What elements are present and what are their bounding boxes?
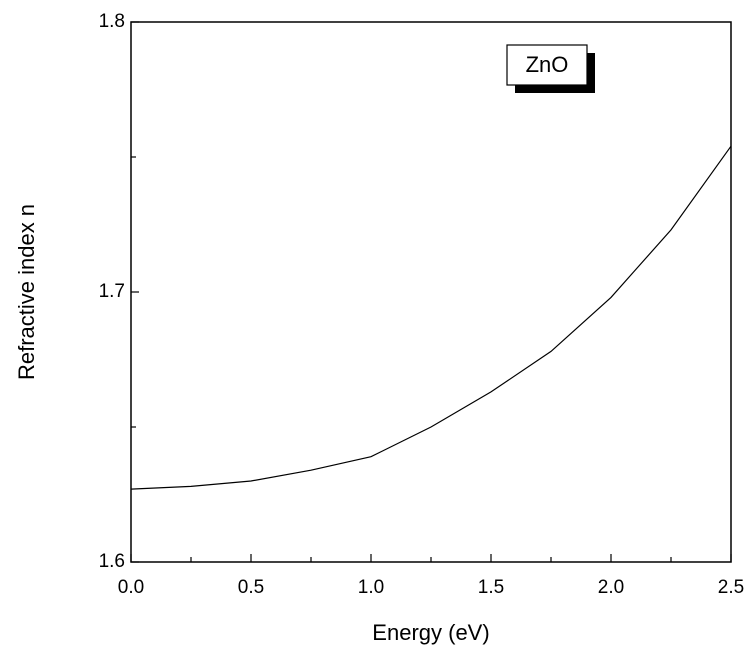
y-tick-label: 1.7	[99, 281, 125, 302]
x-axis-label: Energy (eV)	[372, 620, 489, 645]
x-tick-label: 1.0	[358, 577, 384, 598]
data-line	[130, 145, 732, 490]
x-tick-label: 2.0	[598, 577, 624, 598]
y-axis-label: Refractive index n	[14, 204, 39, 380]
y-tick-label: 1.6	[99, 551, 125, 572]
y-tick-label: 1.8	[99, 11, 125, 32]
x-tick-label: 1.5	[478, 577, 504, 598]
plot-frame	[130, 21, 732, 563]
x-tick-label: 2.5	[718, 577, 744, 598]
x-tick-label: 0.5	[238, 577, 264, 598]
annotation-box	[506, 44, 588, 86]
annotation: ZnO	[526, 52, 569, 77]
x-tick-label: 0.0	[118, 577, 144, 598]
